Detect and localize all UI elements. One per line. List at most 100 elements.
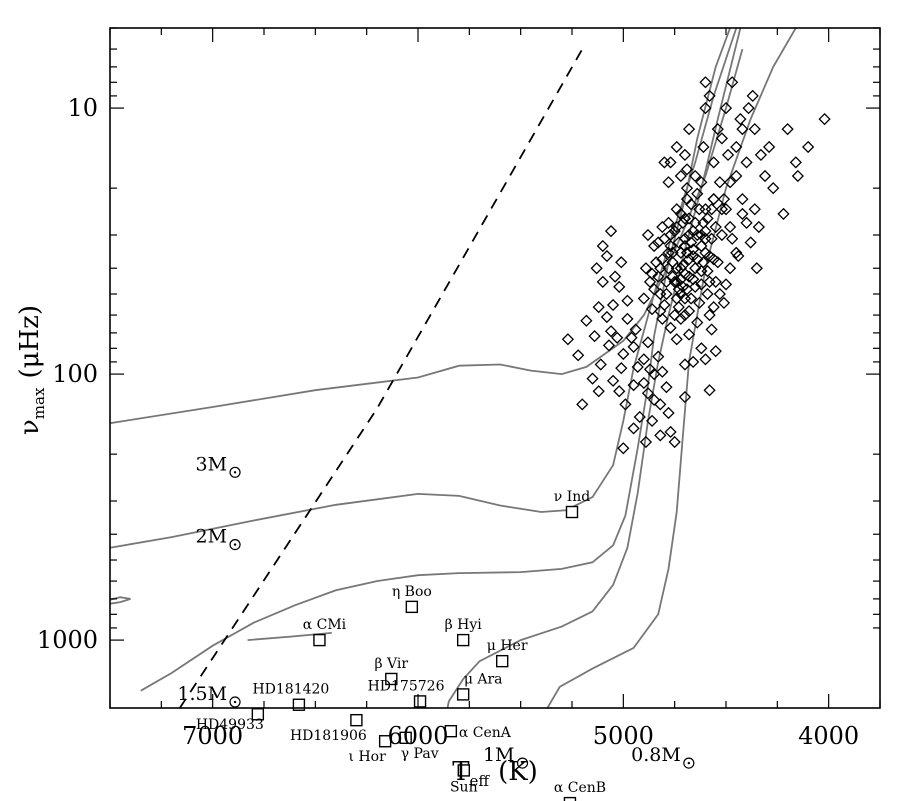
red-giant-point bbox=[670, 292, 683, 305]
red-giant-point bbox=[629, 323, 642, 336]
track-1M-line bbox=[446, 28, 742, 708]
red-giant-point bbox=[611, 331, 624, 344]
red-giant-point bbox=[713, 176, 726, 189]
red-giant-point bbox=[689, 169, 702, 183]
red-giant-point bbox=[643, 363, 657, 376]
red-giant-point bbox=[670, 140, 683, 154]
red-giant-point bbox=[701, 287, 714, 301]
red-giant-point bbox=[697, 140, 710, 154]
red-giant-point bbox=[641, 228, 655, 242]
red-giant-point bbox=[697, 216, 710, 229]
red-giant-point bbox=[664, 321, 677, 334]
red-giant-point bbox=[719, 203, 733, 216]
red-giant-point bbox=[615, 362, 628, 375]
red-giant-point bbox=[709, 220, 722, 234]
red-giant-point bbox=[592, 385, 605, 398]
red-giant-point bbox=[572, 349, 585, 362]
sun-symbol-icon bbox=[229, 538, 241, 551]
red-giant-point bbox=[758, 169, 772, 183]
star-label: β Hyi bbox=[445, 617, 483, 633]
red-giant-points bbox=[561, 76, 831, 455]
x-tick-label: 7000 bbox=[182, 722, 243, 750]
track-segment-1 bbox=[110, 596, 131, 605]
red-giant-point bbox=[625, 331, 638, 344]
red-giant-point bbox=[641, 387, 655, 400]
red-giant-point bbox=[699, 203, 712, 216]
red-giant-point bbox=[695, 278, 708, 291]
red-giant-point bbox=[699, 101, 712, 115]
y-axis-main: ν bbox=[15, 419, 45, 435]
red-giant-point bbox=[748, 203, 761, 216]
red-giant-point bbox=[705, 323, 718, 336]
red-giant-point bbox=[689, 280, 702, 293]
track-3M-line bbox=[110, 48, 744, 425]
red-giant-point bbox=[619, 398, 632, 411]
red-giant-point bbox=[680, 246, 694, 259]
red-giant-point bbox=[609, 270, 622, 283]
red-giant-point bbox=[606, 298, 620, 312]
x-tick-label: 4000 bbox=[798, 722, 859, 750]
star-point bbox=[399, 731, 412, 745]
red-giant-point bbox=[656, 365, 669, 378]
star-point bbox=[495, 654, 509, 668]
red-giant-point bbox=[594, 358, 607, 371]
red-giant-point bbox=[707, 300, 720, 314]
red-giant-point bbox=[709, 275, 722, 288]
red-giant-point bbox=[621, 294, 634, 307]
star-label: HD181906 bbox=[290, 728, 367, 744]
red-giant-point bbox=[660, 275, 673, 288]
mass-label: 1.5M bbox=[177, 683, 227, 705]
red-giant-point bbox=[639, 435, 653, 449]
red-giant-point bbox=[789, 156, 802, 169]
red-giant-point bbox=[668, 308, 681, 322]
red-giant-point bbox=[818, 112, 831, 126]
star-point bbox=[565, 505, 579, 519]
red-giant-point bbox=[662, 176, 675, 189]
red-giant-point bbox=[576, 398, 589, 411]
red-giant-point bbox=[699, 353, 712, 366]
red-giant-point bbox=[586, 372, 599, 385]
sun-symbol-dot bbox=[687, 761, 691, 765]
red-giant-point bbox=[715, 228, 729, 242]
red-giant-point bbox=[695, 342, 708, 355]
red-giant-point bbox=[740, 156, 753, 169]
red-giant-point bbox=[732, 249, 745, 263]
red-giant-point bbox=[670, 203, 683, 216]
star-label: ν Ind bbox=[554, 489, 591, 505]
star-point bbox=[456, 688, 470, 701]
red-giant-point bbox=[703, 89, 716, 103]
sun-symbol-dot bbox=[233, 471, 237, 474]
red-giant-point bbox=[684, 236, 698, 249]
red-giant-point bbox=[705, 203, 718, 216]
star-label: μ Her bbox=[487, 638, 528, 654]
y-axis-sub: max bbox=[30, 387, 48, 419]
red-giant-point bbox=[660, 381, 673, 394]
red-giant-point bbox=[672, 236, 685, 249]
red-giant-point bbox=[730, 169, 743, 183]
red-giant-point bbox=[604, 325, 618, 338]
red-giant-point bbox=[613, 280, 626, 293]
red-giant-point bbox=[592, 300, 605, 314]
red-giant-point bbox=[645, 267, 659, 280]
star-point bbox=[385, 672, 398, 686]
star-label: γ Pav bbox=[401, 746, 439, 762]
red-giant-point bbox=[754, 148, 768, 162]
red-giant-point bbox=[736, 207, 749, 221]
mass-label: 2M bbox=[195, 526, 227, 548]
star-point bbox=[457, 764, 470, 777]
x-axis-unit: (K) bbox=[498, 757, 538, 787]
red-giant-point bbox=[687, 243, 700, 256]
y-tick-label: 1000 bbox=[37, 626, 98, 654]
red-giant-point bbox=[678, 390, 692, 404]
red-giant-point bbox=[637, 292, 650, 305]
red-giant-point bbox=[674, 312, 687, 325]
mass-label: 3M bbox=[195, 453, 227, 475]
red-giant-point bbox=[682, 305, 696, 318]
red-giant-point bbox=[680, 163, 694, 176]
red-giant-point bbox=[802, 140, 815, 154]
plot-frame bbox=[109, 27, 881, 709]
red-giant-point bbox=[717, 296, 731, 310]
sun-symbol-dot bbox=[233, 700, 237, 704]
red-giant-point bbox=[606, 374, 620, 387]
red-giant-point bbox=[697, 256, 710, 269]
